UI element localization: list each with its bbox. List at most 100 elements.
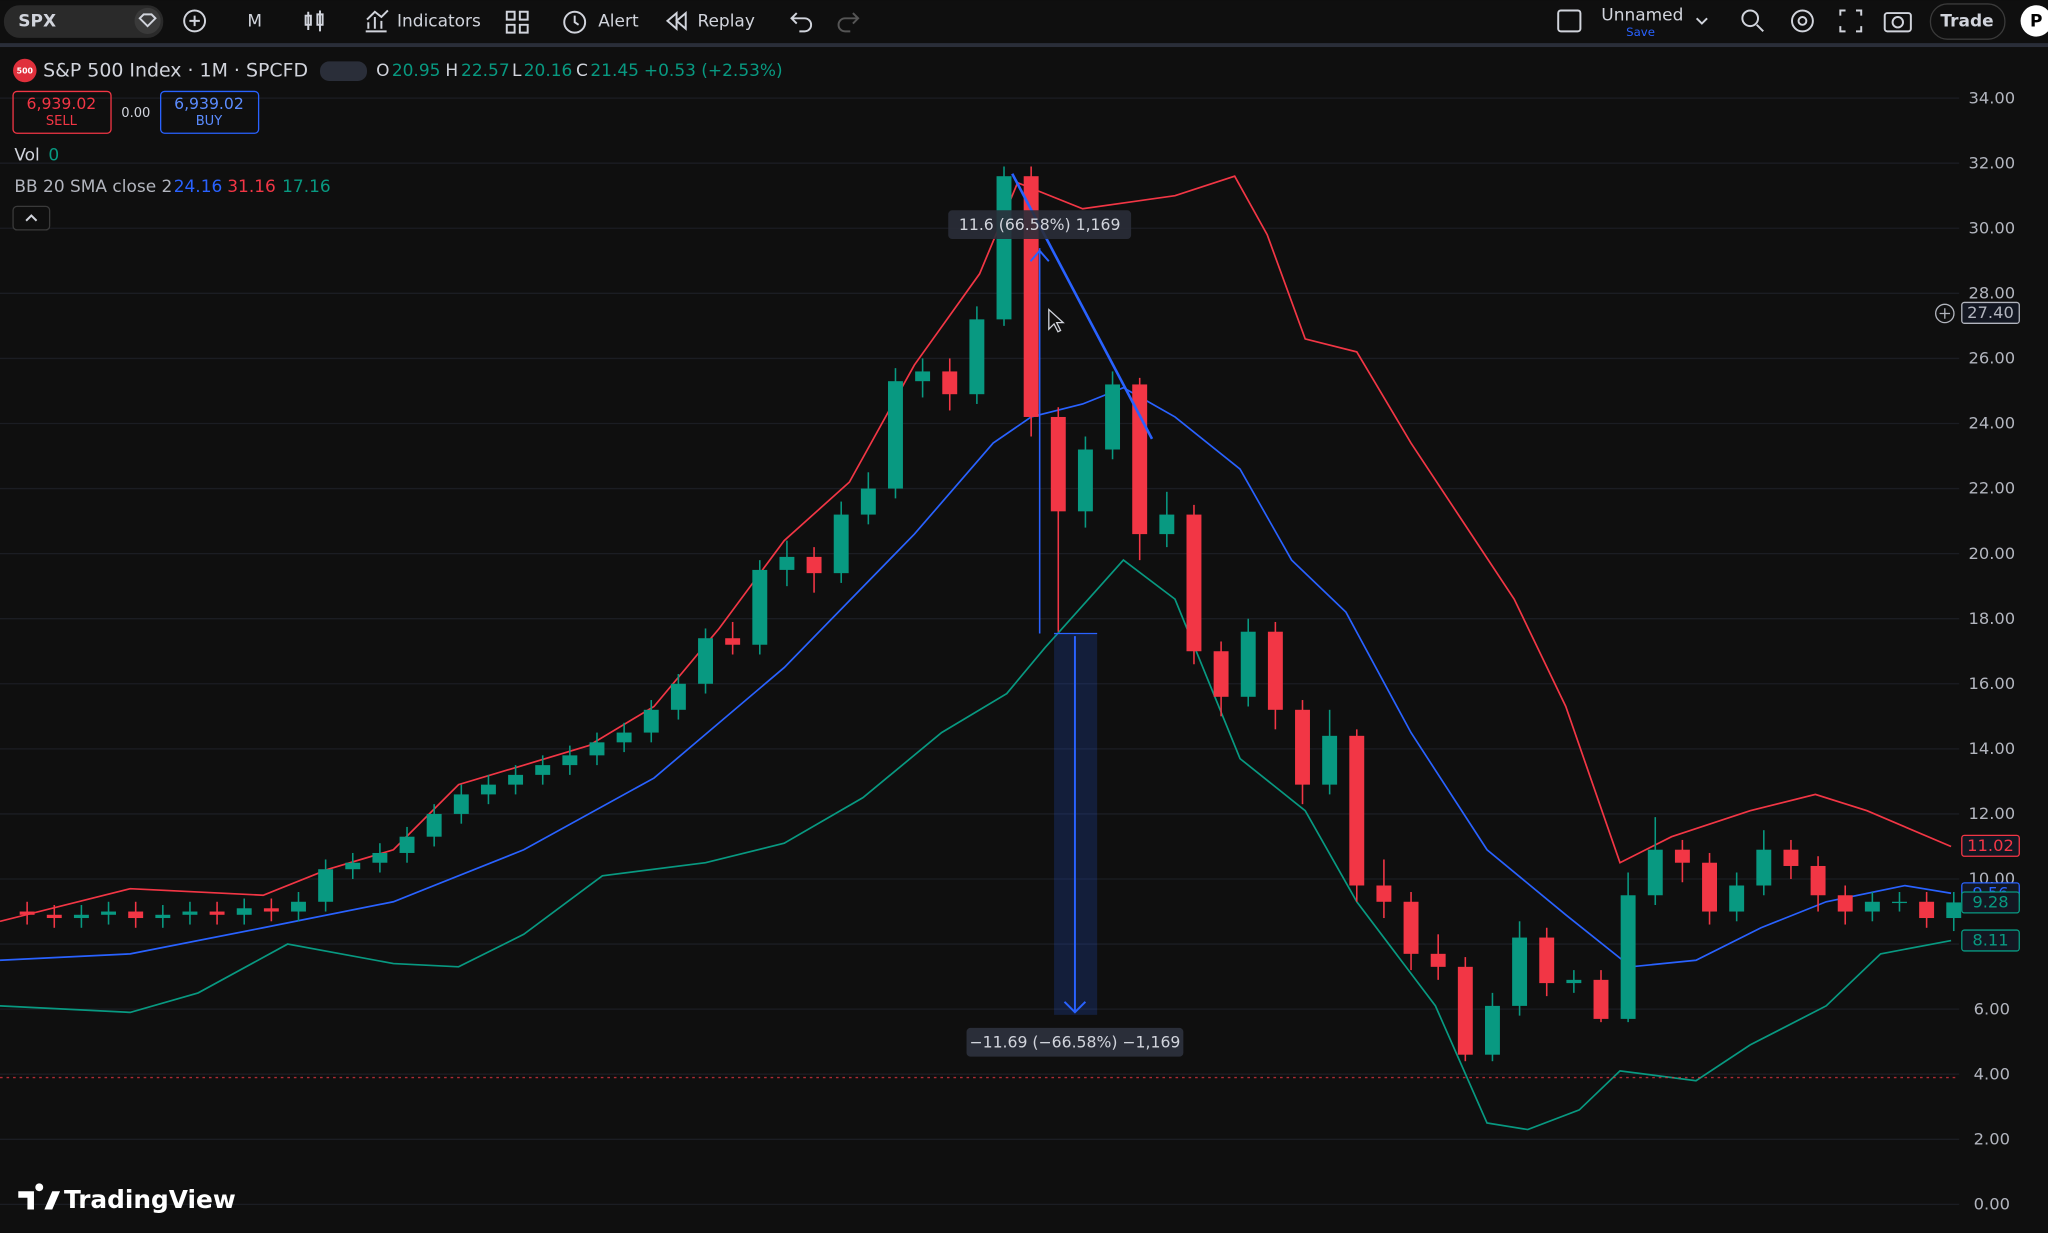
ohlc-value: 20.95 xyxy=(392,61,441,81)
quick-search[interactable] xyxy=(1741,9,1760,28)
avatar[interactable] xyxy=(2020,5,2048,37)
settings-center xyxy=(1797,16,1808,26)
symbol-icon[interactable] xyxy=(134,7,161,34)
y-tick-label: 22.00 xyxy=(1968,479,2015,498)
brand-logo xyxy=(18,1183,61,1210)
candle-body xyxy=(969,319,985,395)
candle-body xyxy=(1349,735,1365,886)
candle-body xyxy=(1729,885,1745,912)
candle-body xyxy=(1566,979,1582,984)
band-line xyxy=(0,386,1952,968)
snapshot-lens xyxy=(1891,16,1904,29)
sell-price[interactable]: 6,939.02 xyxy=(27,94,97,113)
candle-body xyxy=(1756,849,1772,886)
measure-upper-label: 11.6 (66.58%) 1,169 xyxy=(959,215,1121,234)
price-label: 8.11 xyxy=(1972,931,2008,950)
price-label: 9.28 xyxy=(1972,893,2008,912)
chart-type-button[interactable] xyxy=(304,10,324,32)
drawings: 11.6 (66.58%) 1,169 −11.69 (−66.58%) −1,… xyxy=(0,173,1960,1079)
indicators-button[interactable]: Indicators xyxy=(397,12,481,32)
buy-label[interactable]: BUY xyxy=(196,114,223,129)
bb-label[interactable]: BB 20 SMA close 2 xyxy=(14,177,172,197)
buy-price[interactable]: 6,939.02 xyxy=(174,94,244,113)
plot-area: 0.002.004.006.008.0010.0012.0014.0016.00… xyxy=(0,88,2020,1214)
price-label-box xyxy=(1961,301,2020,324)
candle-body xyxy=(46,914,62,919)
replay-button[interactable]: Replay xyxy=(697,12,754,32)
sell-label[interactable]: SELL xyxy=(46,114,78,129)
collapse-button[interactable] xyxy=(12,205,51,231)
volume-label: Vol xyxy=(14,145,39,165)
candle-body xyxy=(562,755,578,766)
candle-body xyxy=(1620,895,1636,1019)
candle-body xyxy=(833,514,849,574)
bb-basis: 24.16 xyxy=(174,177,223,197)
candle-body xyxy=(779,556,795,570)
compare-button[interactable] xyxy=(183,9,207,33)
alert-button[interactable]: Alert xyxy=(598,12,639,32)
layout-save[interactable]: Save xyxy=(1626,25,1655,39)
y-tick-label: 2.00 xyxy=(1974,1129,2010,1148)
y-tick-label: 24.00 xyxy=(1968,414,2015,433)
candle-body xyxy=(399,836,415,853)
ohlc-value: 22.57 xyxy=(461,61,510,81)
candle-body xyxy=(1702,862,1717,912)
change: +0.53 (+2.53%) xyxy=(644,61,783,81)
price-label-box xyxy=(1961,929,2020,952)
trade-pill[interactable] xyxy=(1929,3,2006,40)
toolbar: SPX M Indicators Alert Replay Unnamed Sa… xyxy=(0,3,2048,48)
replay-icon[interactable] xyxy=(665,10,687,31)
candle-body xyxy=(942,371,958,395)
alert-icon[interactable] xyxy=(563,10,587,34)
layout-name[interactable]: Unnamed xyxy=(1601,6,1683,26)
ohlc-value: 20.16 xyxy=(524,61,573,81)
collapse-icon xyxy=(25,214,38,222)
y-tick-label: 0.00 xyxy=(1974,1195,2010,1214)
y-tick-label: 14.00 xyxy=(1968,739,2015,758)
templates-button[interactable] xyxy=(505,10,529,34)
sell-button[interactable] xyxy=(12,90,112,134)
candle-body xyxy=(453,794,469,814)
buy-button[interactable] xyxy=(159,90,260,134)
candle-body xyxy=(1295,709,1310,785)
symbol-title[interactable]: S&P 500 Index · 1M · SPCFD xyxy=(43,60,308,82)
candle-body xyxy=(508,774,524,785)
ohlc-key: H xyxy=(445,61,458,81)
candle-body xyxy=(236,908,252,915)
candle-body xyxy=(19,911,35,915)
candle-body xyxy=(1077,449,1093,512)
symbol[interactable]: SPX xyxy=(18,12,56,32)
candle-body xyxy=(1512,937,1528,1006)
redo-button[interactable] xyxy=(837,12,860,33)
indicators-icon[interactable] xyxy=(365,9,389,33)
undo-button[interactable] xyxy=(790,12,813,33)
candle-body xyxy=(1186,514,1202,652)
layout-checkbox[interactable] xyxy=(1557,9,1582,33)
measure-label-box xyxy=(948,210,1132,240)
y-tick-label: 20.00 xyxy=(1968,544,2015,563)
price-label-box xyxy=(1961,891,2020,914)
search-handle xyxy=(1756,24,1764,33)
settings-button[interactable] xyxy=(1791,9,1814,33)
candle-body xyxy=(806,556,822,574)
symbol-search[interactable] xyxy=(3,5,164,38)
spread: 0.00 xyxy=(121,106,150,121)
brand: TradingView xyxy=(18,1183,236,1214)
candle-body xyxy=(1322,735,1338,785)
price-label: 11.02 xyxy=(1967,836,2014,855)
candle-body xyxy=(915,371,931,382)
crosshair-add[interactable] xyxy=(1935,303,1955,324)
snapshot-button[interactable] xyxy=(1883,12,1912,33)
bb-lower: 17.16 xyxy=(282,177,331,197)
fullscreen-button[interactable] xyxy=(1839,9,1863,33)
candle-body xyxy=(1457,966,1473,1055)
alert-clock xyxy=(573,15,580,26)
trade-button[interactable]: Trade xyxy=(1940,12,1993,32)
avatar-letter[interactable]: P xyxy=(2030,12,2042,32)
legend-toggle[interactable] xyxy=(320,61,368,81)
interval-button[interactable]: M xyxy=(247,12,262,32)
measure-arrowhead xyxy=(1063,1001,1087,1014)
layout-menu[interactable] xyxy=(1695,17,1708,25)
